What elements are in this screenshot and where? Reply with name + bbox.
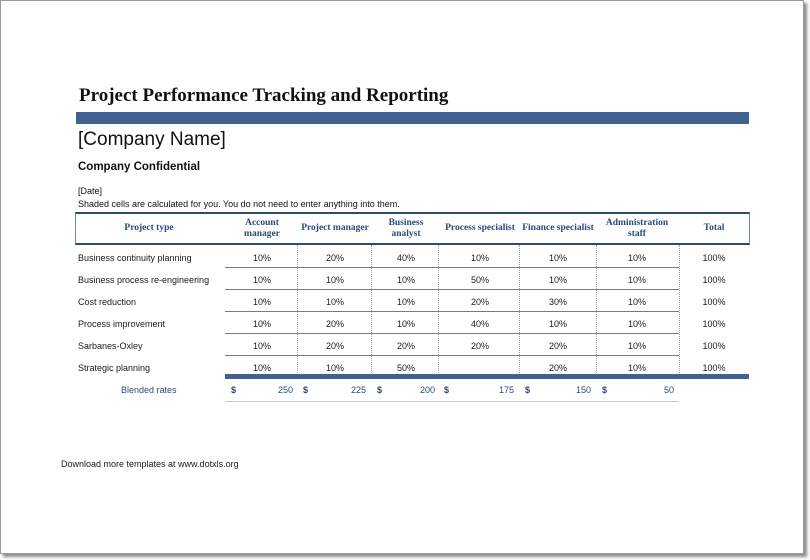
table-cell[interactable]: 20% [325,341,344,351]
table-cell[interactable]: 10% [252,363,271,373]
blended-rate-value: 175 [498,385,514,395]
table-cell[interactable]: 20% [325,319,344,329]
date-field[interactable]: [Date] [78,186,103,196]
table-cell[interactable]: 10% [252,275,271,285]
row-label: Process improvement [78,319,166,329]
table-cell[interactable]: 20% [548,341,567,351]
table-cell[interactable]: 100% [702,275,726,285]
table-cell[interactable]: 10% [396,275,415,285]
table-cell[interactable]: 10% [470,253,489,263]
table-cell[interactable]: 10% [396,297,415,307]
row-divider [225,289,679,290]
table-cell[interactable]: 100% [702,363,726,373]
table-cell[interactable]: 10% [627,341,646,351]
currency-symbol: $ [303,385,309,395]
row-label: Business process re-engineering [78,275,210,285]
column-separator [679,245,680,375]
table-cell[interactable]: 50% [396,363,415,373]
row-label: Cost reduction [78,297,137,307]
table-cell[interactable]: 40% [470,319,489,329]
row-label: Sarbanes-Oxley [78,341,143,351]
blended-rate-value: 50 [663,385,674,395]
table-cell[interactable]: 100% [702,341,726,351]
table-cell[interactable]: 10% [325,297,344,307]
table-cell[interactable]: 10% [627,297,646,307]
table-cell[interactable]: 100% [702,297,726,307]
row-label: Strategic planning [78,363,151,373]
row-divider [225,333,679,334]
column-separator [371,245,372,375]
table-cell[interactable]: 10% [627,253,646,263]
currency-symbol: $ [444,385,450,395]
blended-underline [225,401,679,402]
table-cell[interactable]: 10% [627,275,646,285]
row-divider [225,267,679,268]
column-separator [438,245,439,375]
table-cell[interactable]: 10% [325,363,344,373]
title-rule-bar [76,112,749,124]
blended-rate-value: 250 [277,385,293,395]
table-cell[interactable]: 10% [325,275,344,285]
column-separator [519,245,520,375]
blended-rate-value: 225 [350,385,366,395]
table-cell[interactable]: 10% [252,297,271,307]
table-cell[interactable]: 40% [396,253,415,263]
blended-rate-value: 150 [575,385,591,395]
table-cell[interactable]: 10% [548,319,567,329]
table-cell[interactable]: 10% [252,253,271,263]
table-cell[interactable]: 20% [396,341,415,351]
column-separator [596,245,597,375]
row-divider [225,355,679,356]
row-divider [225,311,679,312]
table-header-row [75,212,750,245]
table-cell[interactable]: 20% [470,297,489,307]
row-label: Business continuity planning [78,253,192,263]
table-cell[interactable]: 100% [702,253,726,263]
company-name[interactable]: [Company Name] [78,129,226,150]
column-separator [297,245,298,375]
table-cell[interactable]: 10% [627,363,646,373]
table-cell[interactable]: 10% [252,341,271,351]
column-header: Finance specialist [522,223,594,233]
table-cell[interactable]: 10% [396,319,415,329]
currency-symbol: $ [525,385,531,395]
currency-symbol: $ [602,385,608,395]
column-header: Project type [124,223,174,233]
footer-download-link[interactable]: Download more templates at www.dotxls.or… [61,459,239,469]
table-cell[interactable]: 50% [470,275,489,285]
table-cell[interactable]: 10% [548,275,567,285]
table-cell[interactable]: 10% [548,253,567,263]
column-header: Administration staff [605,217,669,239]
column-header: Account manager [244,217,280,239]
column-header: Business analyst [388,217,424,239]
table-cell[interactable]: 20% [470,341,489,351]
table-cell[interactable]: 30% [548,297,567,307]
table-cell[interactable]: 20% [325,253,344,263]
company-confidential-label: Company Confidential [78,161,201,173]
column-header: Total [703,223,725,233]
instruction-note: Shaded cells are calculated for you. You… [78,199,400,209]
table-cell[interactable]: 10% [252,319,271,329]
table-cell[interactable]: 100% [702,319,726,329]
blended-rates-label: Blended rates [121,385,177,395]
column-header: Project manager [301,223,369,233]
column-header: Process specialist [445,223,515,233]
blended-rate-value: 200 [419,385,435,395]
page-title: Project Performance Tracking and Reporti… [79,85,449,106]
table-cell[interactable]: 20% [548,363,567,373]
currency-symbol: $ [231,385,237,395]
table-total-band [225,374,749,379]
table-cell[interactable]: 10% [627,319,646,329]
currency-symbol: $ [377,385,383,395]
